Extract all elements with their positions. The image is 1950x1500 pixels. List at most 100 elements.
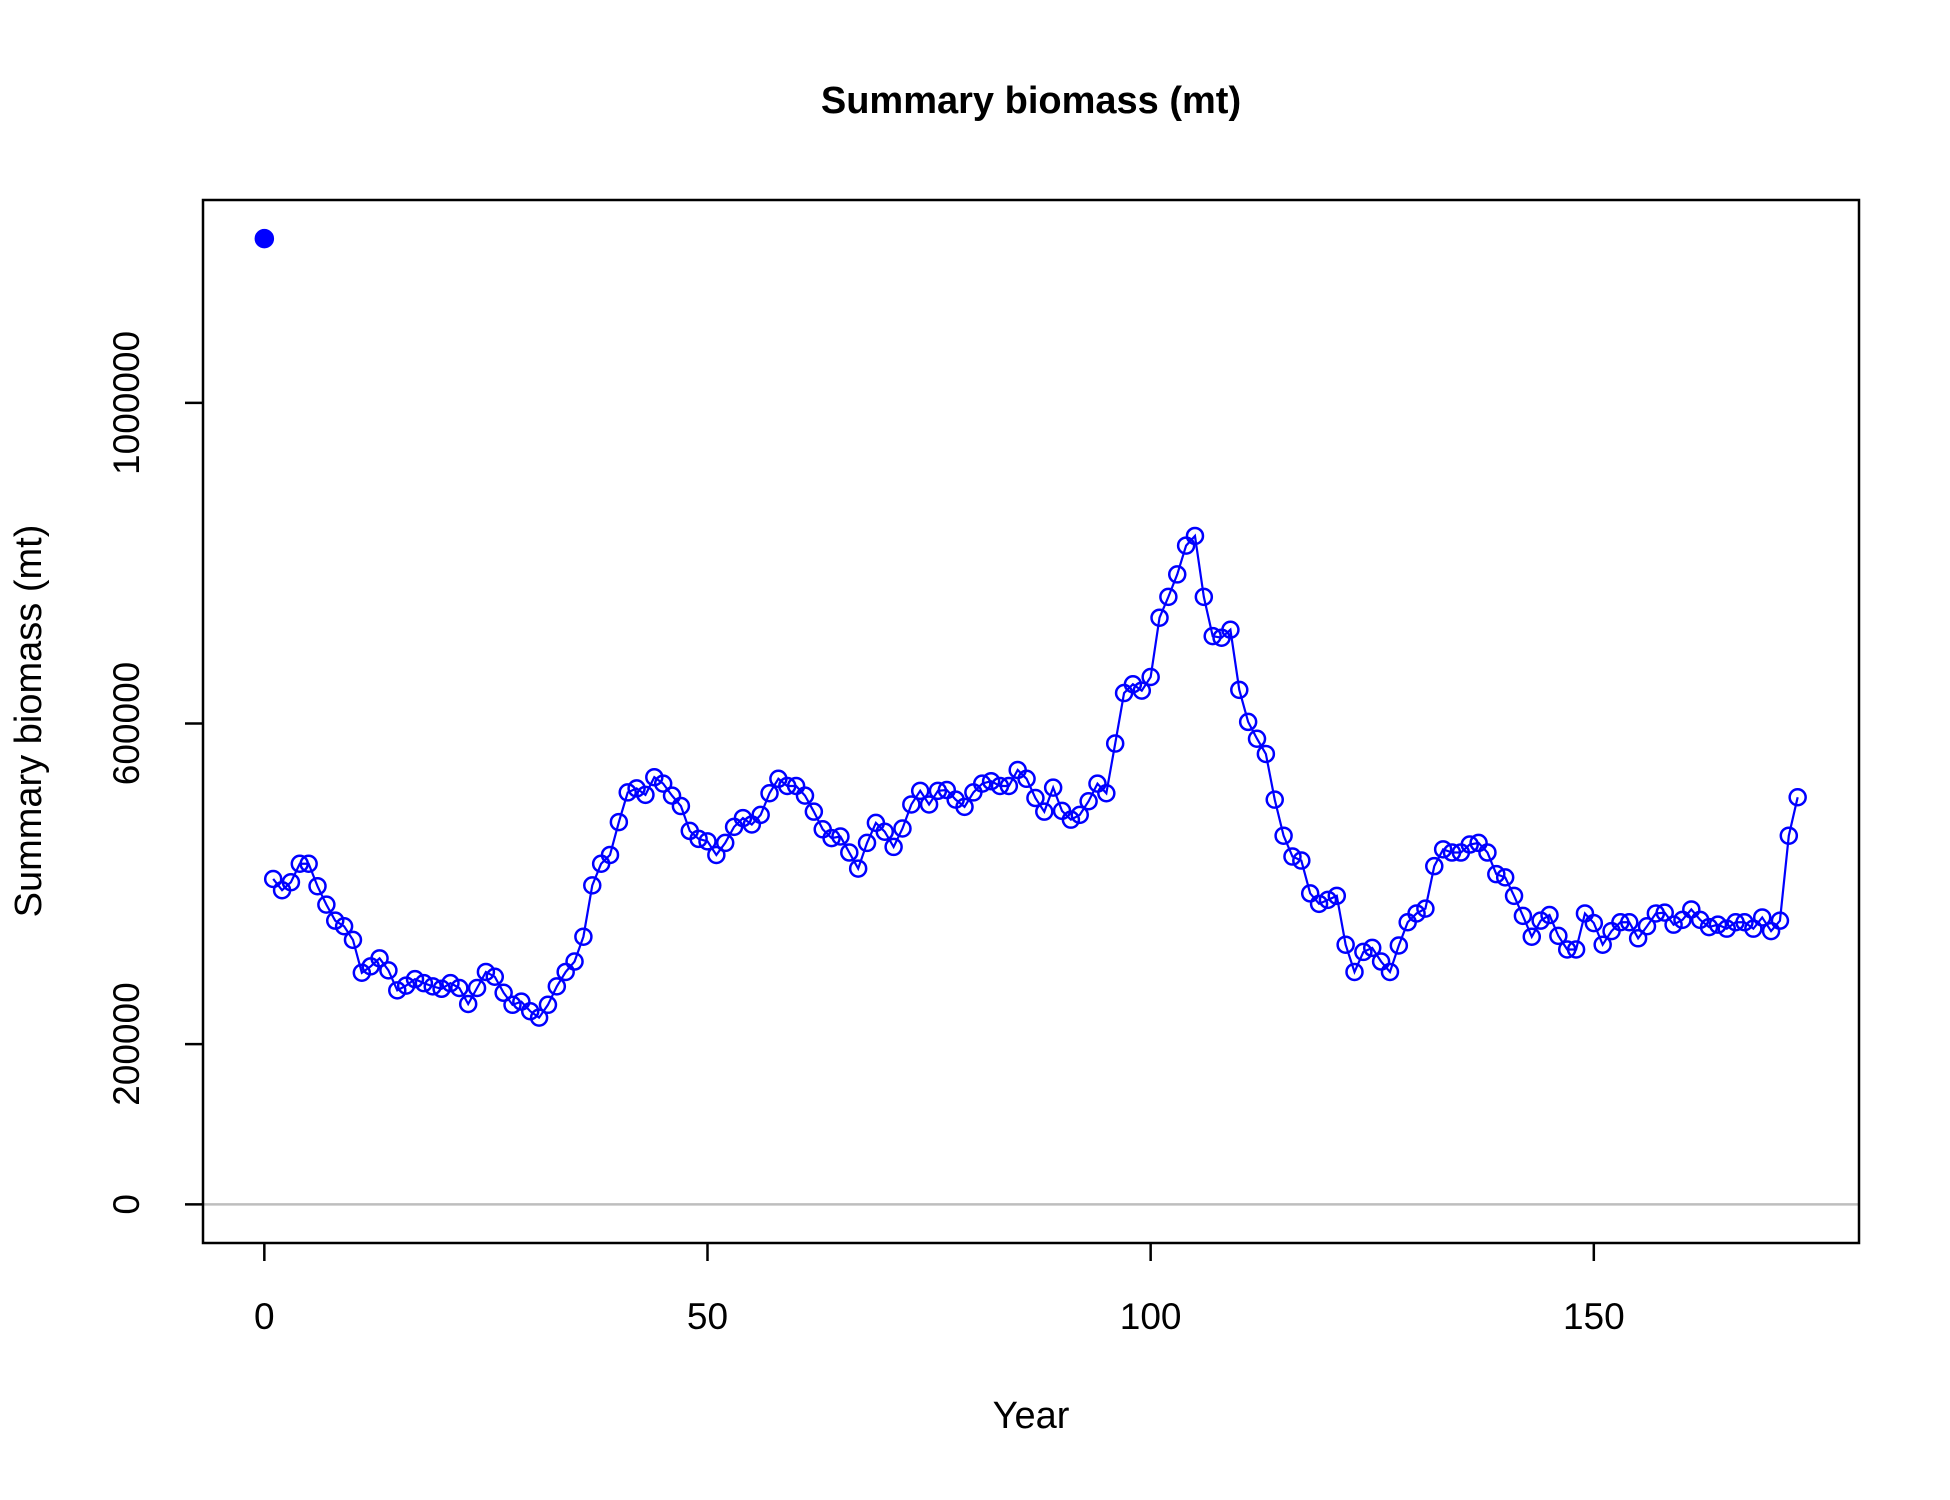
data-point — [1637, 917, 1657, 936]
data-point — [1247, 729, 1267, 748]
data-point — [1309, 894, 1329, 914]
data-point — [1203, 626, 1222, 646]
data-point — [1478, 843, 1497, 862]
data-point — [600, 845, 620, 865]
data-point — [822, 828, 841, 848]
data-point — [503, 995, 522, 1015]
data-point — [370, 949, 389, 968]
data-point — [574, 927, 593, 946]
data-point — [1584, 913, 1604, 933]
data-point — [1549, 926, 1568, 946]
data-point — [1026, 788, 1045, 808]
data-point — [458, 994, 478, 1014]
data-point — [1495, 868, 1515, 887]
y-tick-label: 1000000 — [106, 331, 147, 475]
data-point — [1416, 899, 1435, 918]
data-point — [1238, 712, 1258, 732]
data-point — [1132, 681, 1152, 700]
data-point — [281, 872, 301, 892]
data-point — [1159, 587, 1178, 607]
y-tick-label: 0 — [106, 1194, 147, 1215]
data-point — [973, 774, 992, 793]
data-point — [1150, 608, 1169, 627]
data-point — [671, 796, 691, 816]
data-point — [1035, 802, 1054, 821]
data-point — [831, 827, 850, 846]
data-point — [1557, 940, 1577, 959]
data-point — [494, 983, 513, 1003]
data-point — [715, 833, 735, 853]
data-point — [1664, 915, 1683, 934]
data-point — [999, 776, 1019, 796]
data-point — [618, 783, 637, 802]
data-point — [423, 977, 442, 996]
data-point — [317, 895, 336, 914]
data-point — [1540, 905, 1559, 925]
data-point — [1070, 805, 1089, 825]
data-point — [1061, 810, 1081, 829]
data-point — [405, 969, 425, 989]
data-point — [981, 771, 1001, 791]
data-point — [636, 785, 655, 805]
data-point — [1380, 962, 1400, 982]
data-point — [476, 962, 496, 982]
data-point — [795, 786, 815, 805]
data-point — [1788, 787, 1807, 807]
data-point — [1105, 734, 1125, 753]
data-point — [1318, 890, 1338, 910]
data-point — [1699, 917, 1719, 937]
data-point — [840, 843, 859, 862]
data-point — [857, 833, 877, 853]
y-tick-label: 600000 — [106, 662, 147, 785]
chart-title: Summary biomass (mt) — [821, 80, 1241, 122]
data-point — [538, 995, 558, 1015]
data-point — [343, 930, 363, 950]
data-point — [1221, 620, 1240, 639]
data-point — [1752, 908, 1772, 927]
data-point — [334, 917, 354, 936]
data-point — [1274, 826, 1293, 845]
data-point — [450, 978, 469, 998]
data-point — [1425, 856, 1444, 876]
data-point — [1522, 927, 1542, 946]
data-point — [1354, 942, 1373, 962]
data-point — [388, 981, 407, 1000]
data-point — [1256, 744, 1276, 764]
data-point — [689, 829, 708, 849]
data-point — [848, 859, 868, 878]
data-point — [698, 832, 717, 851]
data-point — [1292, 851, 1311, 870]
data-point — [1167, 565, 1187, 584]
data-point — [1513, 906, 1533, 926]
data-point — [1265, 790, 1284, 809]
data-point — [875, 822, 895, 841]
x-tick-label: 50 — [687, 1296, 728, 1337]
data-point — [1442, 843, 1462, 862]
data-point — [379, 961, 398, 980]
data-point — [1043, 778, 1063, 797]
data-point — [1779, 826, 1799, 845]
data-point — [1185, 526, 1205, 546]
data-point — [751, 805, 770, 825]
data-point — [565, 952, 584, 971]
data-point — [1283, 847, 1302, 866]
y-tick-label: 200000 — [106, 982, 147, 1105]
data-point — [1433, 840, 1453, 859]
x-tick-label: 150 — [1563, 1296, 1625, 1337]
data-point — [1770, 911, 1790, 930]
data-point — [1460, 835, 1479, 854]
data-point — [414, 973, 434, 993]
data-point — [1097, 783, 1116, 803]
x-axis-label: Year — [993, 1395, 1070, 1437]
data-point — [1708, 915, 1728, 934]
data-point — [955, 797, 974, 817]
data-point — [707, 845, 726, 865]
data-point — [1362, 938, 1382, 958]
data-point — [910, 781, 930, 801]
data-point — [1230, 680, 1249, 700]
data-point — [485, 967, 505, 987]
data-point — [893, 819, 912, 838]
data-point — [441, 973, 460, 993]
data-point — [1407, 904, 1426, 923]
